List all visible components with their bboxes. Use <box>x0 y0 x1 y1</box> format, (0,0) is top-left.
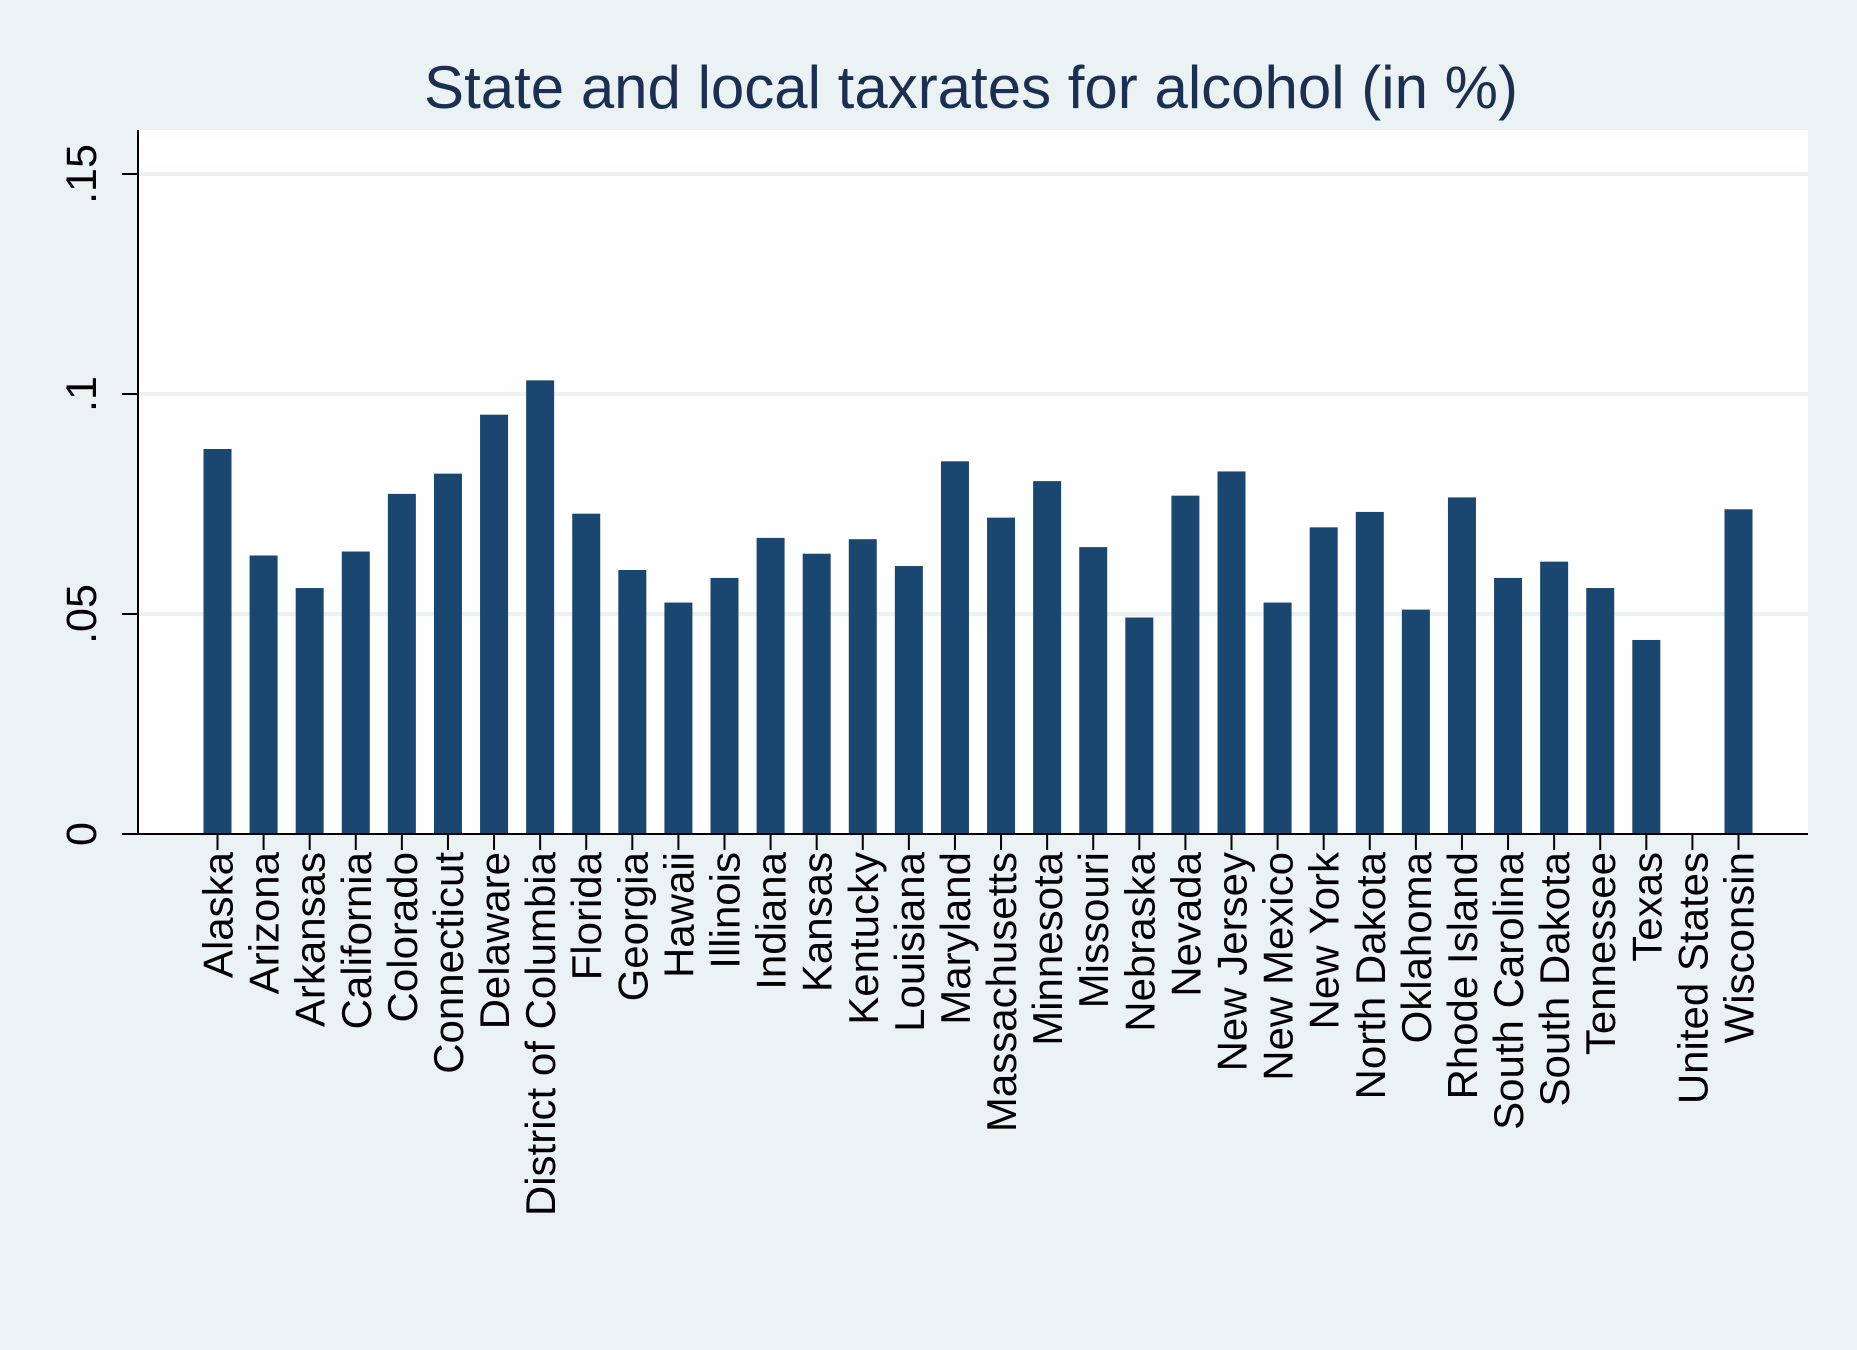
bar <box>341 551 370 834</box>
bar <box>572 513 601 834</box>
x-tick-label: Arkansas <box>287 852 334 1027</box>
y-tick-labels: 0 .05 .1 .15 <box>58 144 138 846</box>
bar <box>802 553 831 834</box>
x-tick-label: Connecticut <box>425 852 472 1074</box>
bar <box>433 473 462 834</box>
bar <box>1632 639 1661 834</box>
bar <box>848 539 877 834</box>
bar <box>1540 561 1569 834</box>
bar <box>710 577 739 834</box>
x-tick-label: Oklahoma <box>1393 851 1440 1043</box>
x-tick-labels: Alaska Arizona Arkansas California Colorado C… <box>195 834 1763 1216</box>
x-tick-label: Georgia <box>609 851 656 1001</box>
bar <box>1309 527 1338 834</box>
bar <box>1401 609 1430 834</box>
x-tick-label: South Dakota <box>1531 851 1578 1106</box>
bars <box>203 380 1753 834</box>
bar <box>987 517 1016 834</box>
x-tick-label: Delaware <box>471 852 518 1029</box>
bar <box>1125 617 1154 834</box>
x-tick-label: Wisconsin <box>1716 852 1763 1043</box>
x-tick-label: Indiana <box>748 851 795 989</box>
x-tick-label: Nevada <box>1162 851 1209 996</box>
chart-title: State and local taxrates for alcohol (in… <box>424 54 1518 121</box>
x-tick-label: New Mexico <box>1255 852 1302 1081</box>
bar <box>295 588 324 834</box>
x-tick-label: Kansas <box>794 852 841 992</box>
x-tick-label: Illinois <box>702 852 749 969</box>
x-tick-label: Alaska <box>195 851 242 978</box>
bar <box>203 449 232 834</box>
x-tick-label: United States <box>1669 852 1716 1104</box>
bar <box>1724 509 1753 834</box>
x-tick-label: Kentucky <box>840 852 887 1025</box>
bar <box>940 461 969 834</box>
x-tick-label: California <box>333 851 380 1029</box>
bar <box>1079 547 1108 834</box>
bar <box>1263 602 1292 834</box>
bar <box>894 566 923 834</box>
x-tick-label: Louisiana <box>886 851 933 1031</box>
x-tick-label: Massachusetts <box>978 852 1025 1132</box>
bar <box>664 602 693 834</box>
x-tick-label: Texas <box>1623 852 1670 962</box>
x-tick-label: Nebraska <box>1116 851 1163 1031</box>
bar <box>618 570 647 834</box>
bar <box>756 537 785 834</box>
y-tick-label: .05 <box>58 584 106 644</box>
grid-lines <box>138 172 1808 616</box>
bar <box>1171 495 1200 834</box>
bar <box>480 414 509 834</box>
bar <box>1217 471 1246 834</box>
bar <box>1033 481 1062 834</box>
x-tick-label: Tennessee <box>1577 852 1624 1055</box>
bar <box>1447 497 1476 834</box>
plot-area <box>138 130 1808 834</box>
x-tick-label: Colorado <box>379 852 426 1022</box>
x-tick-label: Hawaii <box>655 852 702 978</box>
x-tick-label: Arizona <box>241 851 288 994</box>
x-tick-label: North Dakota <box>1347 851 1394 1099</box>
bar <box>526 380 555 834</box>
x-tick-label: Florida <box>563 851 610 980</box>
axes <box>137 130 1808 835</box>
x-tick-label: New Jersey <box>1209 852 1256 1071</box>
bar <box>1494 577 1523 834</box>
y-tick-label: .1 <box>58 376 106 412</box>
x-tick-label: Rhode Island <box>1439 852 1486 1100</box>
x-tick-label: Maryland <box>932 852 979 1025</box>
bar <box>249 555 278 834</box>
x-tick-label: South Carolina <box>1485 851 1532 1129</box>
x-tick-label: Minnesota <box>1024 851 1071 1045</box>
x-tick-label: Missouri <box>1070 852 1117 1008</box>
x-tick-label: District of Columbia <box>517 851 564 1216</box>
bar <box>1355 511 1384 834</box>
y-tick-label: 0 <box>58 822 106 846</box>
y-tick-label: .15 <box>58 144 106 204</box>
bar <box>387 493 416 834</box>
x-tick-label: New York <box>1301 851 1348 1029</box>
bar <box>1586 588 1615 834</box>
